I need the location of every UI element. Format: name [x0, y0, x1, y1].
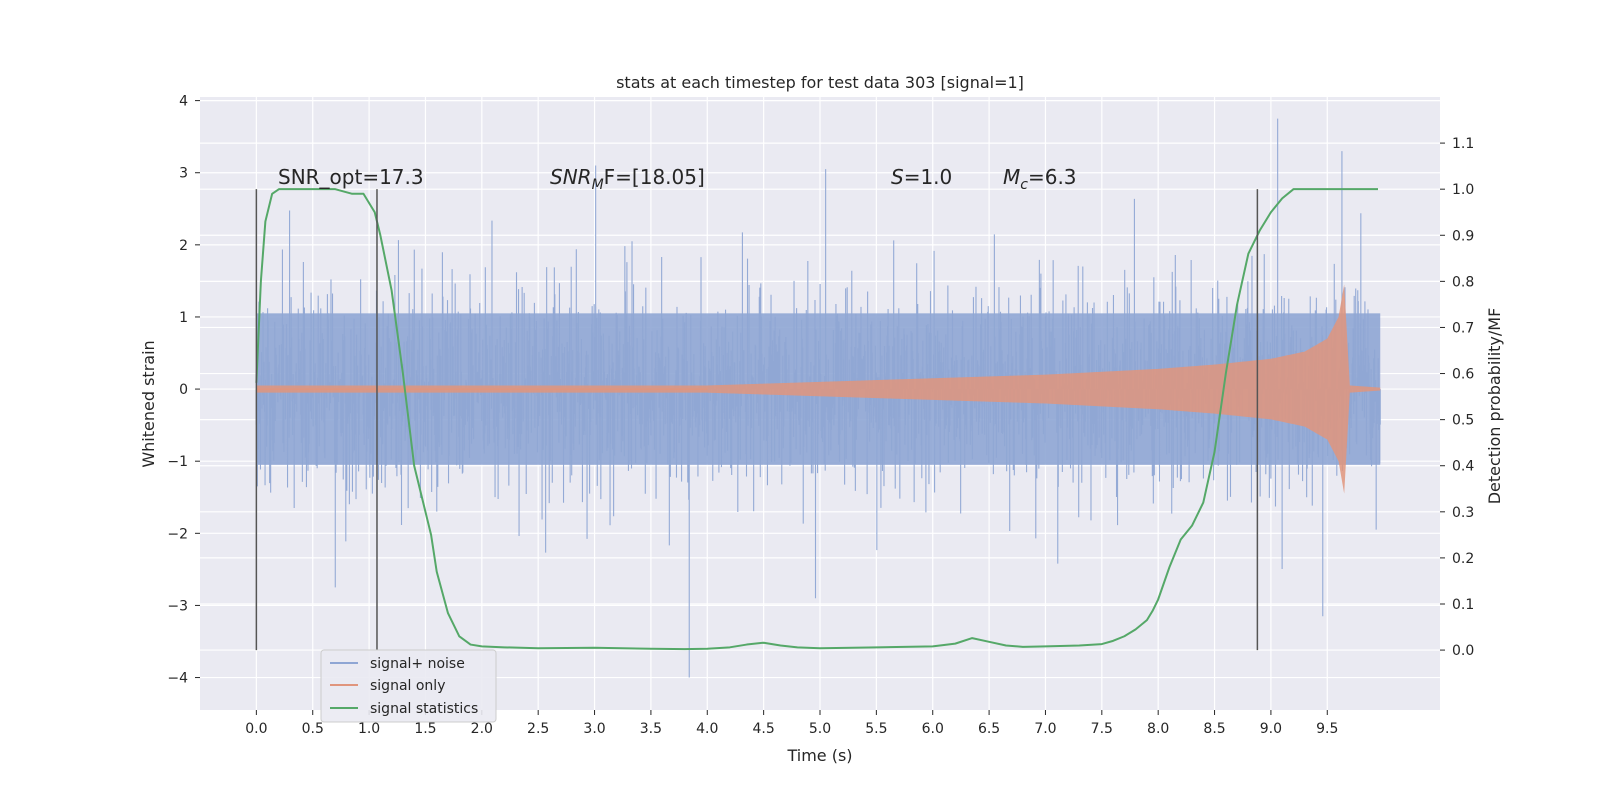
legend-label-signal-statistics: signal statistics	[370, 701, 478, 717]
x-ticks: 0.0 0.5 1.0 1.5 2.0 2.5 3.0 3.5 4.0 4.5 5.0 5.5 6.0 6…	[245, 710, 1338, 737]
y2-tick-label: 0.3	[1452, 505, 1474, 521]
x-tick-label: 6.5	[978, 721, 1000, 737]
x-tick-label: 3.5	[640, 721, 662, 737]
y2-tick-label: 0.2	[1452, 551, 1474, 567]
annotation-mc: Mc=6.3	[1003, 165, 1077, 193]
y-tick-label: −2	[167, 526, 188, 542]
y-ticks: −4 −3 −2 −1 0 1 2 3 4	[167, 94, 200, 687]
x-tick-label: 1.0	[358, 721, 380, 737]
y-axis-label: Whitened strain	[139, 340, 158, 467]
x-tick-label: 8.5	[1203, 721, 1225, 737]
x-tick-label: 0.5	[302, 721, 324, 737]
x-tick-label: 2.5	[527, 721, 549, 737]
legend-label-signal-noise: signal+ noise	[370, 656, 465, 672]
x-tick-label: 5.0	[809, 721, 831, 737]
x-tick-label: 9.0	[1260, 721, 1282, 737]
y-tick-label: 1	[179, 310, 188, 326]
legend-box	[320, 649, 497, 723]
vertical-markers	[255, 189, 1259, 651]
x-tick-label: 0.0	[245, 721, 267, 737]
x-tick-label: 4.5	[753, 721, 775, 737]
x-tick-label: 3.0	[583, 721, 605, 737]
x-axis-label: Time (s)	[786, 746, 852, 765]
chart-title: stats at each timestep for test data 303…	[616, 73, 1024, 92]
y2-tick-label: 0.9	[1452, 228, 1474, 244]
y2-tick-label: 0.0	[1452, 643, 1474, 659]
series-layer	[255, 118, 1381, 678]
x-tick-label: 1.5	[414, 721, 436, 737]
y-tick-label: −1	[167, 454, 188, 470]
y2-tick-label: 0.6	[1452, 367, 1474, 383]
y-tick-label: −4	[167, 671, 188, 687]
y2-tick-label: 0.8	[1452, 274, 1474, 290]
annotation-s: S=1.0	[891, 165, 952, 189]
y-tick-label: 0	[179, 382, 188, 398]
x-tick-label: 4.0	[696, 721, 718, 737]
legend: signal+ noise signal only signal statist…	[320, 649, 497, 723]
x-tick-label: 7.5	[1091, 721, 1113, 737]
y2-tick-label: 0.4	[1452, 459, 1474, 475]
y2-tick-label: 0.7	[1452, 320, 1474, 336]
y-tick-label: −3	[167, 598, 188, 614]
annotation-snr-mf: SNRMF=[18.05]	[550, 165, 705, 193]
x-tick-label: 6.0	[922, 721, 944, 737]
x-tick-label: 8.0	[1147, 721, 1169, 737]
y-tick-label: 3	[179, 166, 188, 182]
x-tick-label: 7.0	[1034, 721, 1056, 737]
x-tick-label: 5.5	[865, 721, 887, 737]
y2-ticks: 0.0 0.1 0.2 0.3 0.4 0.5 0.6 0.7 0.8 0.9 1.0 1.1	[1440, 136, 1474, 659]
signal-statistics-series	[255, 188, 1378, 651]
y2-axis-label: Detection probability/MF	[1485, 308, 1504, 505]
y-tick-label: 2	[179, 238, 188, 254]
x-tick-label: 2.0	[471, 721, 493, 737]
x-tick-label: 9.5	[1316, 721, 1338, 737]
y2-tick-label: 0.5	[1452, 413, 1474, 429]
legend-label-signal-only: signal only	[370, 678, 445, 694]
y-tick-label: 4	[179, 94, 188, 110]
signal-only-series	[256, 284, 1381, 494]
y2-tick-label: 0.1	[1452, 597, 1474, 613]
y2-tick-label: 1.1	[1452, 136, 1474, 152]
y2-tick-label: 1.0	[1452, 182, 1474, 198]
annotation-snr-opt: SNR_opt=17.3	[278, 165, 424, 189]
